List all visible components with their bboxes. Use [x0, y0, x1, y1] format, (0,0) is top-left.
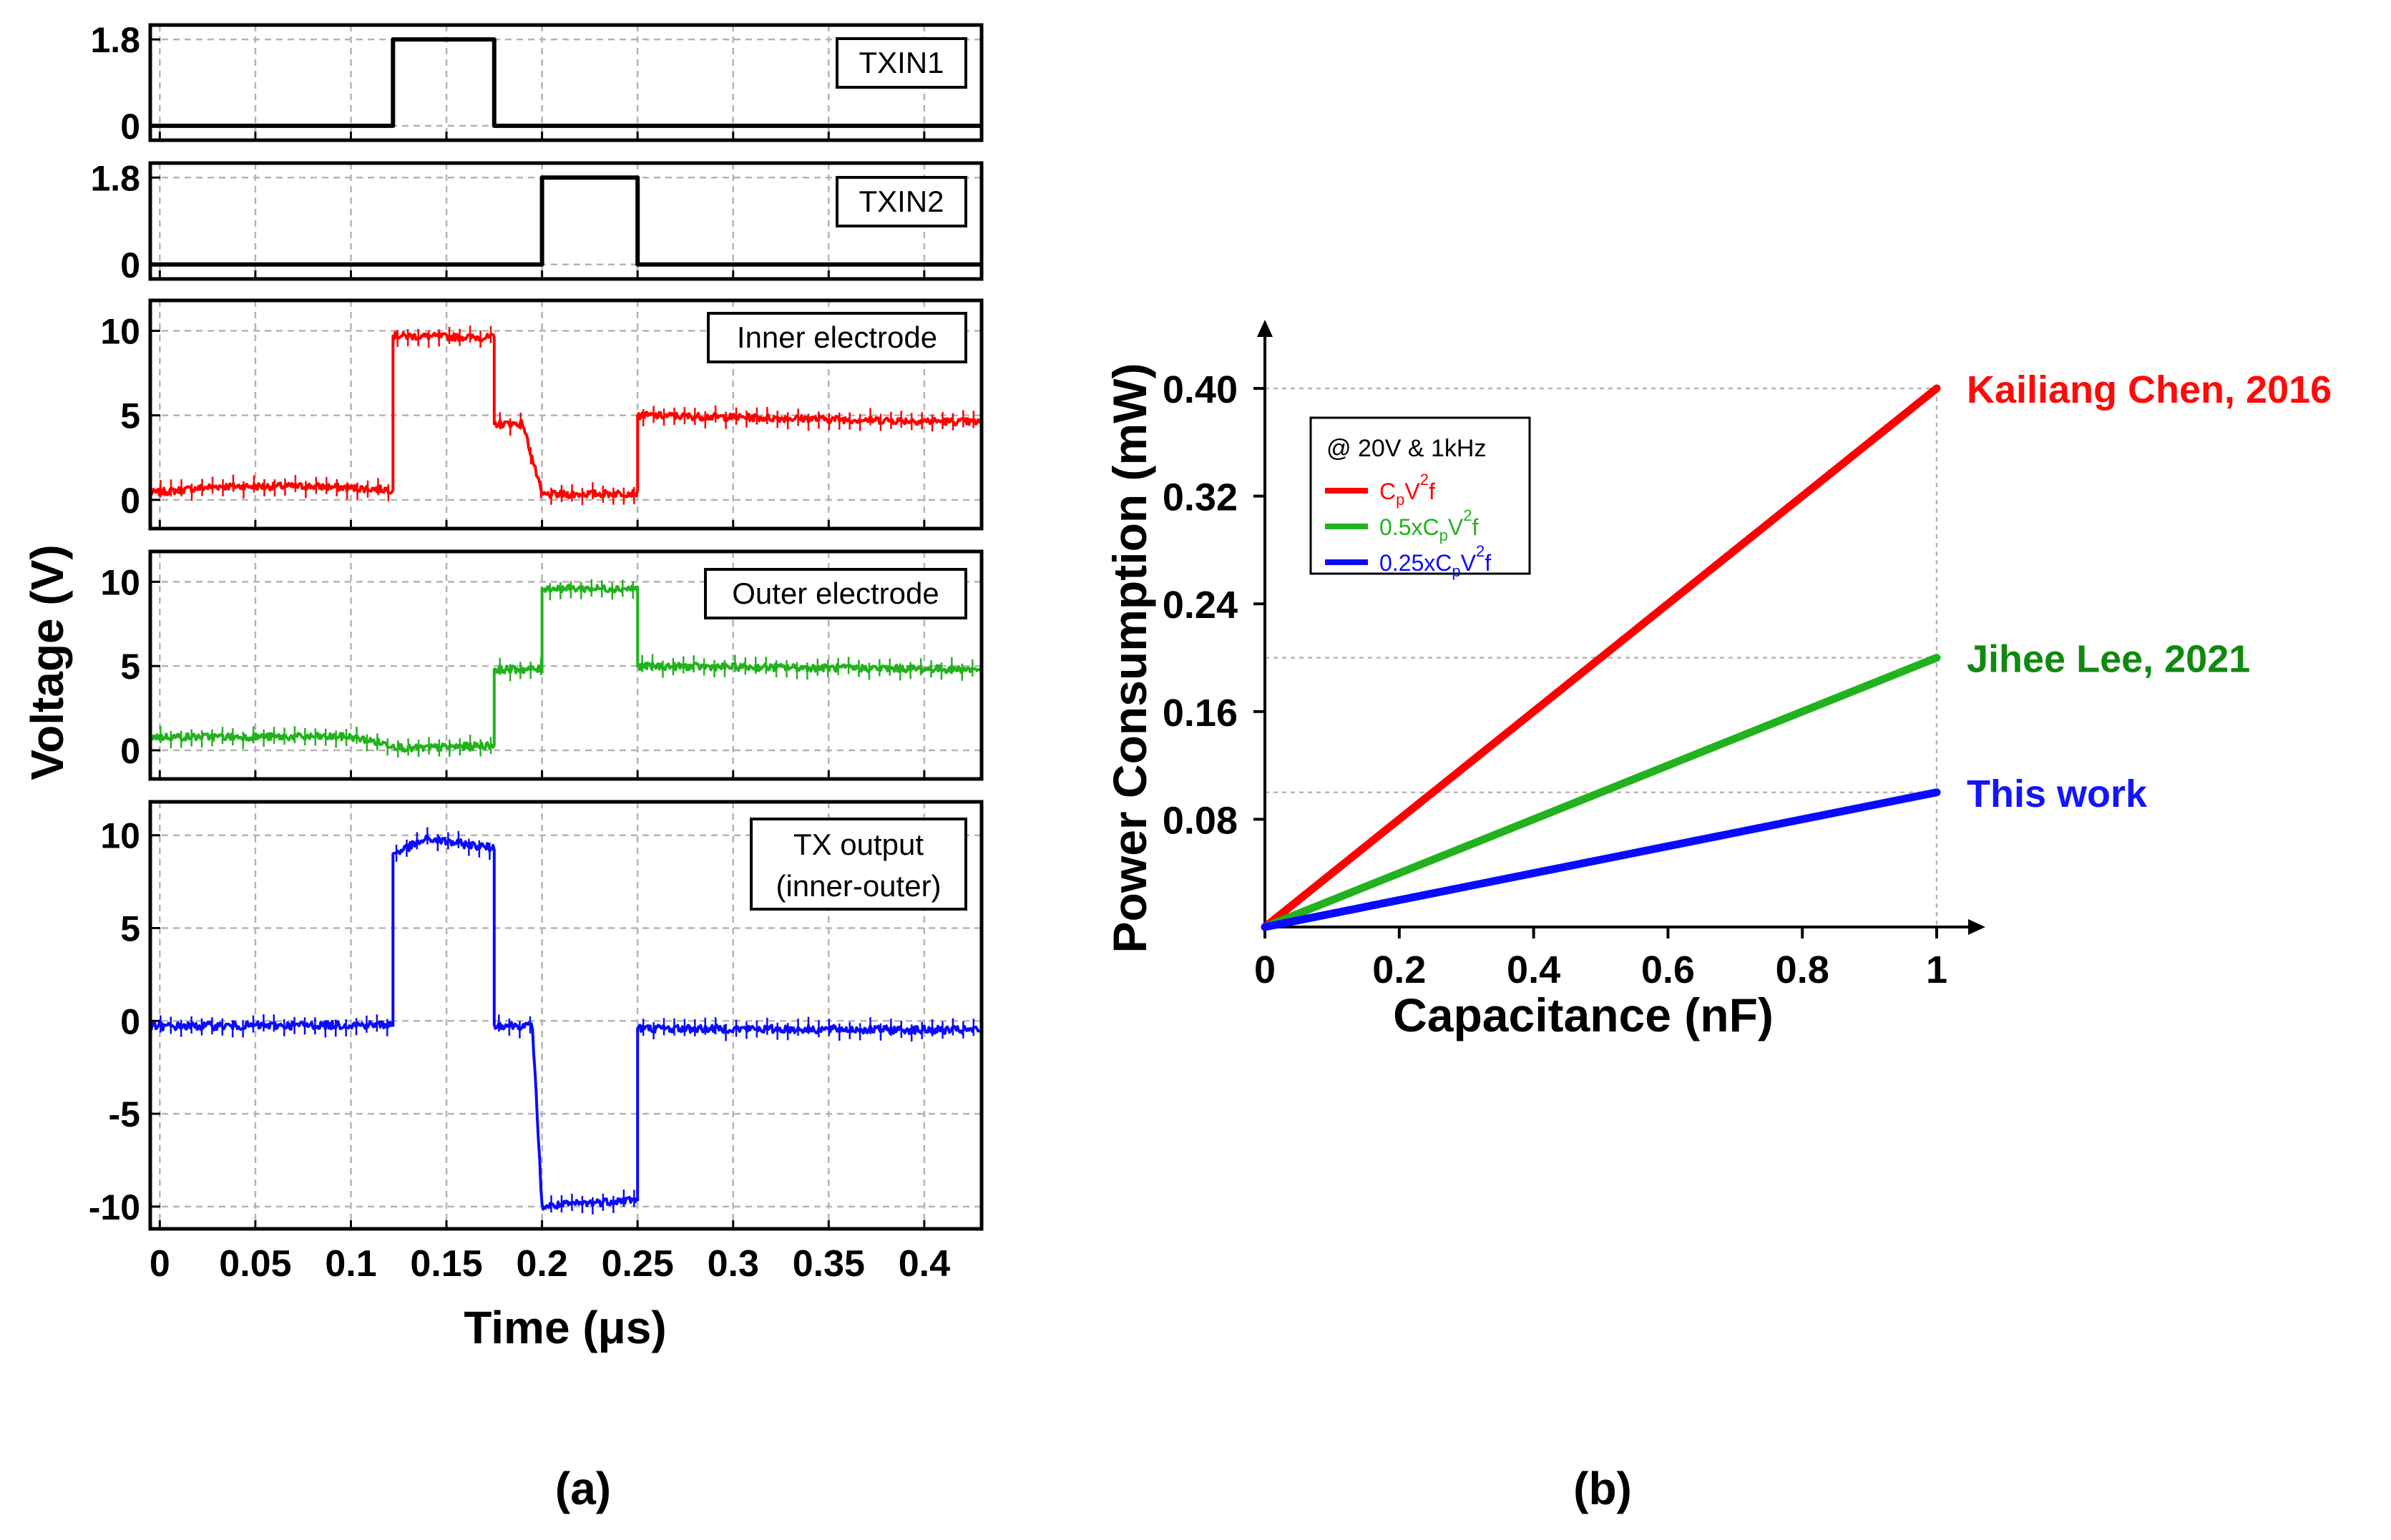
panel-b-caption: (b): [1573, 1463, 1632, 1514]
y-tick-label: 1.8: [90, 158, 140, 198]
y-tick-label: 10: [100, 816, 140, 856]
series-end-label-2: This work: [1967, 773, 2148, 815]
y-tick-label: 5: [120, 909, 140, 949]
plot-frame: [148, 800, 984, 1231]
txout-sublabel: (inner-outer): [776, 869, 941, 903]
time-axis-tick-labels: 0 0.05 0.1 0.15 0.2 0.25 0.3 0.35 0.4: [150, 1243, 950, 1285]
series-end-label-1: Jihee Lee, 2021: [1967, 638, 2250, 681]
x-tick-label: 1: [1926, 948, 1947, 991]
y-tick-label: 0.16: [1163, 692, 1238, 735]
outer-label-box: [704, 568, 967, 619]
y-axis-label: Power Consumption (mW): [1103, 363, 1156, 953]
x-tick-label: 0.2: [1372, 948, 1426, 991]
y-tick-label: 5: [120, 396, 140, 436]
legend-label-0: CpV2f: [1379, 471, 1435, 509]
outer-electrode-plot: 0 5 10 Outer electrode: [100, 549, 984, 781]
txin1-trace: [149, 37, 983, 128]
inner-electrode-plot: 0 5 10 Inner electrode: [100, 298, 984, 531]
x-tick-label: 0.1: [325, 1243, 376, 1285]
tx-output-plot: -10 -5 0 5 10 TX output (inner-outer): [89, 800, 984, 1231]
y-tick-label: -10: [89, 1187, 140, 1227]
y-tick-label: 0.08: [1163, 799, 1238, 842]
plot-frame: [148, 161, 984, 281]
x-tick-label: 0.6: [1641, 948, 1695, 991]
plot-frame: [148, 298, 984, 531]
x-axis-label: Capacitance (nF): [1393, 989, 1774, 1041]
x-tick-label: 0.2: [516, 1243, 567, 1285]
x-tick-label: 0.8: [1776, 948, 1829, 991]
y-tick-label: 0: [120, 731, 140, 771]
plot-frame: [148, 549, 984, 781]
y-tick-label: 0.40: [1163, 368, 1238, 411]
panel-a-caption: (a): [555, 1463, 611, 1514]
y-tick-label: 1.8: [90, 20, 140, 60]
series-line-1: [1261, 654, 1941, 931]
x-tick-label: 0.4: [899, 1243, 950, 1285]
x-tick-label: 0.3: [708, 1243, 759, 1285]
txin2-plot: 0 1.8 TXIN2: [90, 158, 984, 285]
txin2-label-box: [836, 176, 967, 227]
x-tick-label: 0: [1254, 948, 1276, 991]
txout-label: TX output: [793, 828, 924, 861]
txin1-plot: 0 1.8 TXIN1: [90, 20, 984, 147]
txin2-trace: [149, 175, 983, 267]
inner-label: Inner electrode: [737, 320, 937, 354]
y-tick-label: 10: [100, 562, 140, 602]
x-tick-label: 0.25: [602, 1243, 674, 1285]
x-tick-label: 0.4: [1507, 948, 1560, 991]
y-tick-label: -5: [109, 1094, 140, 1134]
series-line-2: [1261, 788, 1941, 931]
y-tick-label: 5: [120, 647, 140, 687]
txout-trace: [149, 834, 983, 1211]
legend-title: @ 20V & 1kHz: [1326, 435, 1487, 462]
txin1-label-box: [836, 37, 967, 89]
x-tick-label: 0.15: [410, 1243, 482, 1285]
power-consumption-plot: 0.08 0.16 0.24 0.32 0.40 0 0.2 0.4 0.6 0.8 1 Capaci…: [1103, 320, 2332, 1041]
inner-label-box: [707, 312, 967, 363]
txin1-label: TXIN1: [859, 46, 944, 79]
x-tick-label: 0: [150, 1243, 170, 1285]
y-tick-label: 10: [100, 312, 140, 352]
y-tick-label: 0: [120, 481, 140, 521]
y-axis-arrow: [1257, 320, 1273, 337]
legend-label-1: 0.5xCpV2f: [1379, 506, 1478, 544]
txin2-label: TXIN2: [859, 185, 944, 218]
outer-trace: [149, 583, 983, 753]
y-tick-label: 0.24: [1163, 584, 1238, 627]
panel-a-ylabel: Voltage (V): [21, 544, 73, 780]
x-tick-label: 0.05: [219, 1243, 291, 1285]
txout-label-box: [750, 818, 967, 911]
plot-frame: [148, 23, 984, 142]
legend-box: [1309, 416, 1531, 575]
x-tick-label: 0.35: [793, 1243, 865, 1285]
outer-label: Outer electrode: [732, 577, 939, 610]
y-tick-label: 0.32: [1163, 476, 1238, 519]
series-line-0: [1261, 384, 1941, 931]
y-tick-label: 0: [120, 107, 140, 147]
inner-trace: [149, 330, 983, 499]
panel-a-xlabel: Time (μs): [464, 1302, 666, 1353]
y-tick-label: 0: [120, 1001, 140, 1041]
legend-label-2: 0.25xCpV2f: [1379, 542, 1491, 580]
series-end-label-0: Kailiang Chen, 2016: [1967, 368, 2332, 411]
y-tick-label: 0: [120, 245, 140, 285]
x-axis-arrow: [1968, 919, 1985, 935]
